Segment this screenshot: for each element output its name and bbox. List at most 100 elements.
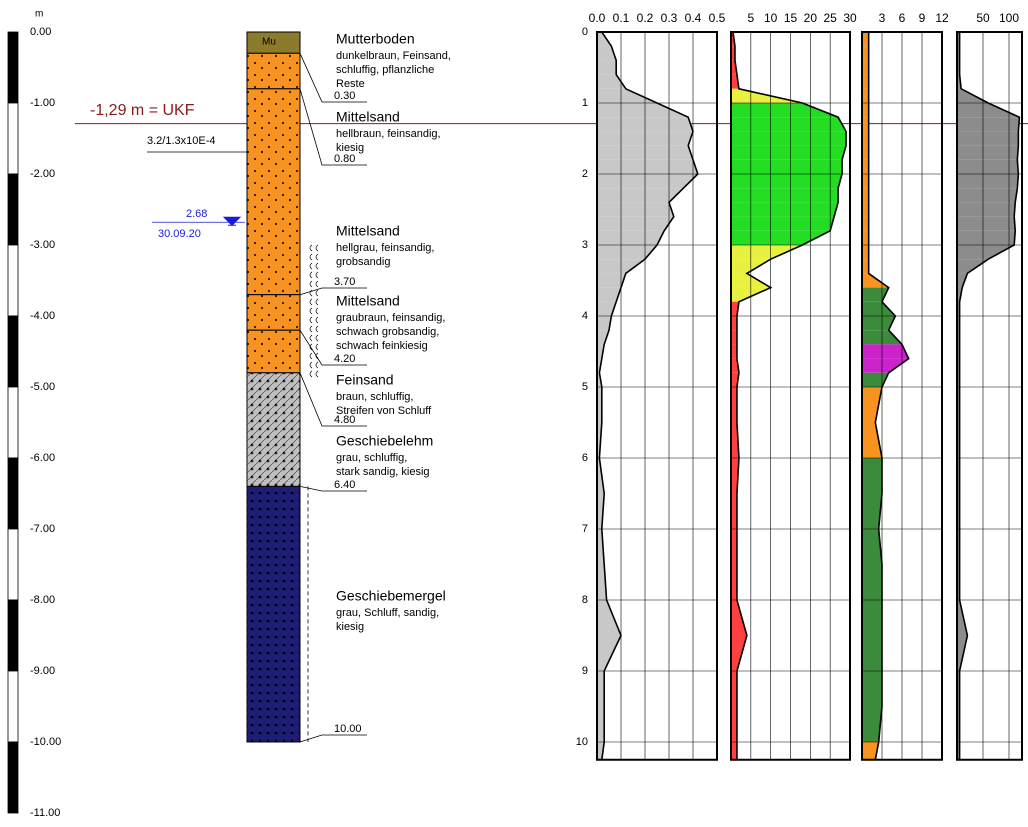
- cpt-area: [862, 344, 909, 359]
- cpt-curve: [732, 31, 847, 760]
- cpt-area: [862, 32, 869, 47]
- cpt-area: [862, 74, 869, 89]
- layer-description: graubraun, feinsandig,: [336, 312, 445, 324]
- cpt-area: [731, 706, 737, 742]
- cpt-area: [731, 145, 847, 160]
- cpt-area: [862, 188, 869, 203]
- cpt-area: [731, 174, 843, 189]
- cpt-area: [862, 202, 869, 217]
- layer-pattern: [247, 486, 300, 742]
- cpt-area: [957, 103, 1020, 118]
- cpt-area: [731, 188, 839, 203]
- cpt-area: [862, 174, 869, 189]
- cpt-area: [957, 117, 1020, 132]
- depth-tick-label: -4.00: [30, 310, 55, 322]
- cpt-area: [957, 131, 1019, 146]
- layer-description: kiesig: [336, 621, 364, 633]
- scale-block: [7, 741, 19, 814]
- cpt-area: [597, 188, 684, 203]
- scale-block: [7, 599, 19, 672]
- layer-pattern: [247, 372, 300, 487]
- layer-leader: [299, 734, 367, 743]
- layer-description: kiesig: [336, 142, 364, 154]
- cpt-area: [957, 159, 1019, 174]
- depth-tick-label: -2.00: [30, 168, 55, 180]
- cpt-x-tick-label: 0.0: [589, 11, 606, 25]
- cpt-area: [731, 230, 831, 245]
- groundwater-date: 30.09.20: [158, 228, 201, 240]
- layer-description: schwach feinkiesig: [336, 340, 428, 352]
- wet-symbol: [309, 343, 319, 351]
- cpt-area: [862, 216, 869, 231]
- cpt-area: [597, 287, 621, 302]
- cpt-x-tick-label: 0.1: [613, 11, 630, 25]
- depth-tick-label: -3.00: [30, 239, 55, 251]
- cpt-area: [862, 458, 882, 494]
- depth-tick-label: -6.00: [30, 452, 55, 464]
- cpt-x-tick-label: 30: [843, 11, 857, 25]
- cpt-area: [597, 159, 698, 174]
- cpt-area: [862, 742, 879, 760]
- wet-symbol: [309, 325, 319, 333]
- cpt-frame: [730, 31, 851, 761]
- scale-block: [7, 102, 19, 175]
- layer-name: Mutterboden: [336, 31, 415, 47]
- wet-symbol: [309, 271, 319, 279]
- cpt-x-tick-label: 0.3: [661, 11, 678, 25]
- groundwater-symbol: [222, 216, 242, 226]
- cpt-area: [862, 245, 869, 260]
- cpt-area: [597, 330, 609, 345]
- layer-bottom-label: 6.40: [334, 479, 355, 491]
- cpt-depth-label: 6: [582, 452, 588, 464]
- depth-tick-label: -10.00: [30, 736, 61, 748]
- cpt-area: [597, 600, 621, 636]
- reference-label: -1,29 m = UKF: [90, 102, 195, 119]
- cpt-area: [957, 230, 1016, 245]
- cpt-area: [731, 529, 737, 565]
- layer-leader: [299, 486, 367, 492]
- layer-description: dunkelbraun, Feinsand,: [336, 50, 451, 62]
- cpt-area: [731, 330, 737, 345]
- cpt-frame: [956, 31, 1023, 761]
- cpt-area: [862, 230, 869, 245]
- cpt-area: [957, 259, 989, 274]
- cpt-area: [957, 245, 1015, 260]
- cpt-area: [862, 635, 882, 671]
- cpt-depth-label: 1: [582, 97, 588, 109]
- cpt-x-tick-label: 5: [747, 11, 754, 25]
- cpt-x-tick-label: 20: [804, 11, 818, 25]
- cpt-area: [731, 117, 847, 132]
- cpt-area: [731, 493, 737, 529]
- cpt-area: [862, 493, 882, 529]
- layer-leader: [299, 88, 367, 166]
- cpt-area: [731, 564, 737, 600]
- layer-description: Streifen von Schluff: [336, 405, 432, 417]
- cpt-area: [597, 671, 605, 707]
- cpt-x-tick-label: 0.2: [637, 11, 654, 25]
- scale-block: [7, 315, 19, 388]
- layer-description: hellgrau, feinsandig,: [336, 242, 434, 254]
- wet-symbol: [309, 370, 319, 378]
- cpt-area: [862, 88, 869, 103]
- cpt-depth-label: 4: [582, 310, 588, 322]
- layer-description: grau, Schluff, sandig,: [336, 607, 439, 619]
- cpt-depth-label: 2: [582, 168, 588, 180]
- cpt-area: [731, 742, 737, 760]
- wet-symbol: [309, 280, 319, 288]
- cpt-area: [957, 202, 1016, 217]
- cpt-area: [597, 344, 605, 359]
- cpt-area: [957, 174, 1019, 189]
- cpt-area: [862, 301, 896, 316]
- cpt-area: [597, 88, 657, 103]
- layer-bottom-label: 0.30: [334, 90, 355, 102]
- cpt-area: [862, 358, 909, 373]
- depth-tick-label: -11.00: [30, 807, 60, 819]
- cpt-x-tick-label: 100: [999, 11, 1019, 25]
- wet-symbol: [309, 334, 319, 342]
- cpt-area: [597, 46, 617, 61]
- layer-description: grobsandig: [336, 256, 390, 268]
- cpt-area: [957, 216, 1016, 231]
- cpt-depth-label: 3: [582, 239, 588, 251]
- cpt-area: [597, 529, 605, 565]
